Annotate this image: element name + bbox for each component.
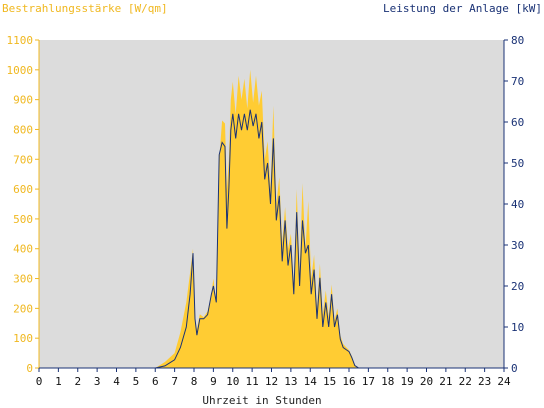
left-tick-label: 600 [13, 183, 33, 196]
x-tick-label: 8 [191, 375, 198, 388]
x-tick-label: 2 [74, 375, 81, 388]
x-tick-label: 18 [381, 375, 394, 388]
x-tick-label: 3 [94, 375, 101, 388]
left-tick-label: 100 [13, 332, 33, 345]
right-tick-label: 60 [511, 116, 524, 129]
x-ticks: 0 1 2 3 4 5 6 7 8 9 10 11 12 13 14 15 16 17 18 19 20 21 22 23 24 [36, 368, 511, 388]
left-tick-label: 200 [13, 302, 33, 315]
x-tick-label: 6 [152, 375, 159, 388]
x-tick-label: 15 [323, 375, 336, 388]
right-tick-label: 30 [511, 239, 524, 252]
left-tick-label: 400 [13, 243, 33, 256]
left-tick-label: 1100 [7, 34, 34, 47]
power-line [39, 109, 504, 369]
series-layer [39, 69, 504, 369]
x-tick-label: 5 [133, 375, 140, 388]
x-tick-label: 11 [246, 375, 259, 388]
x-tick-label: 0 [36, 375, 43, 388]
right-tick-label: 50 [511, 157, 524, 170]
x-tick-label: 10 [226, 375, 239, 388]
left-ticks: 0 100 200 300 400 500 600 700 800 900 1000 1100 [7, 34, 39, 375]
right-axis-title: Leistung der Anlage [kW] [383, 2, 542, 15]
x-tick-label: 13 [284, 375, 297, 388]
x-tick-label: 20 [420, 375, 433, 388]
right-tick-label: 70 [511, 75, 524, 88]
x-tick-label: 22 [459, 375, 472, 388]
left-axis-title: Bestrahlungsstärke [W/qm] [2, 2, 168, 15]
right-tick-label: 10 [511, 321, 524, 334]
x-tick-label: 17 [362, 375, 375, 388]
x-tick-label: 21 [439, 375, 452, 388]
x-tick-label: 4 [113, 375, 120, 388]
x-tick-label: 19 [401, 375, 414, 388]
x-tick-label: 9 [210, 375, 217, 388]
x-tick-label: 7 [171, 375, 178, 388]
x-tick-label: 16 [342, 375, 355, 388]
left-tick-label: 1000 [7, 64, 34, 77]
right-tick-label: 20 [511, 280, 524, 293]
x-tick-label: 23 [478, 375, 491, 388]
right-tick-label: 80 [511, 34, 524, 47]
right-tick-label: 40 [511, 198, 524, 211]
left-tick-label: 300 [13, 273, 33, 286]
left-tick-label: 900 [13, 94, 33, 107]
right-ticks: 0 10 20 30 40 50 60 70 80 [504, 34, 524, 375]
x-tick-label: 1 [55, 375, 62, 388]
left-tick-label: 800 [13, 123, 33, 136]
left-tick-label: 700 [13, 153, 33, 166]
left-tick-label: 500 [13, 213, 33, 226]
x-tick-label: 12 [265, 375, 278, 388]
x-axis-label: Uhrzeit in Stunden [202, 394, 321, 407]
irradiance-area [39, 69, 504, 369]
x-tick-label: 24 [497, 375, 511, 388]
left-tick-label: 0 [26, 362, 33, 375]
right-tick-label: 0 [511, 362, 518, 375]
x-tick-label: 14 [304, 375, 318, 388]
